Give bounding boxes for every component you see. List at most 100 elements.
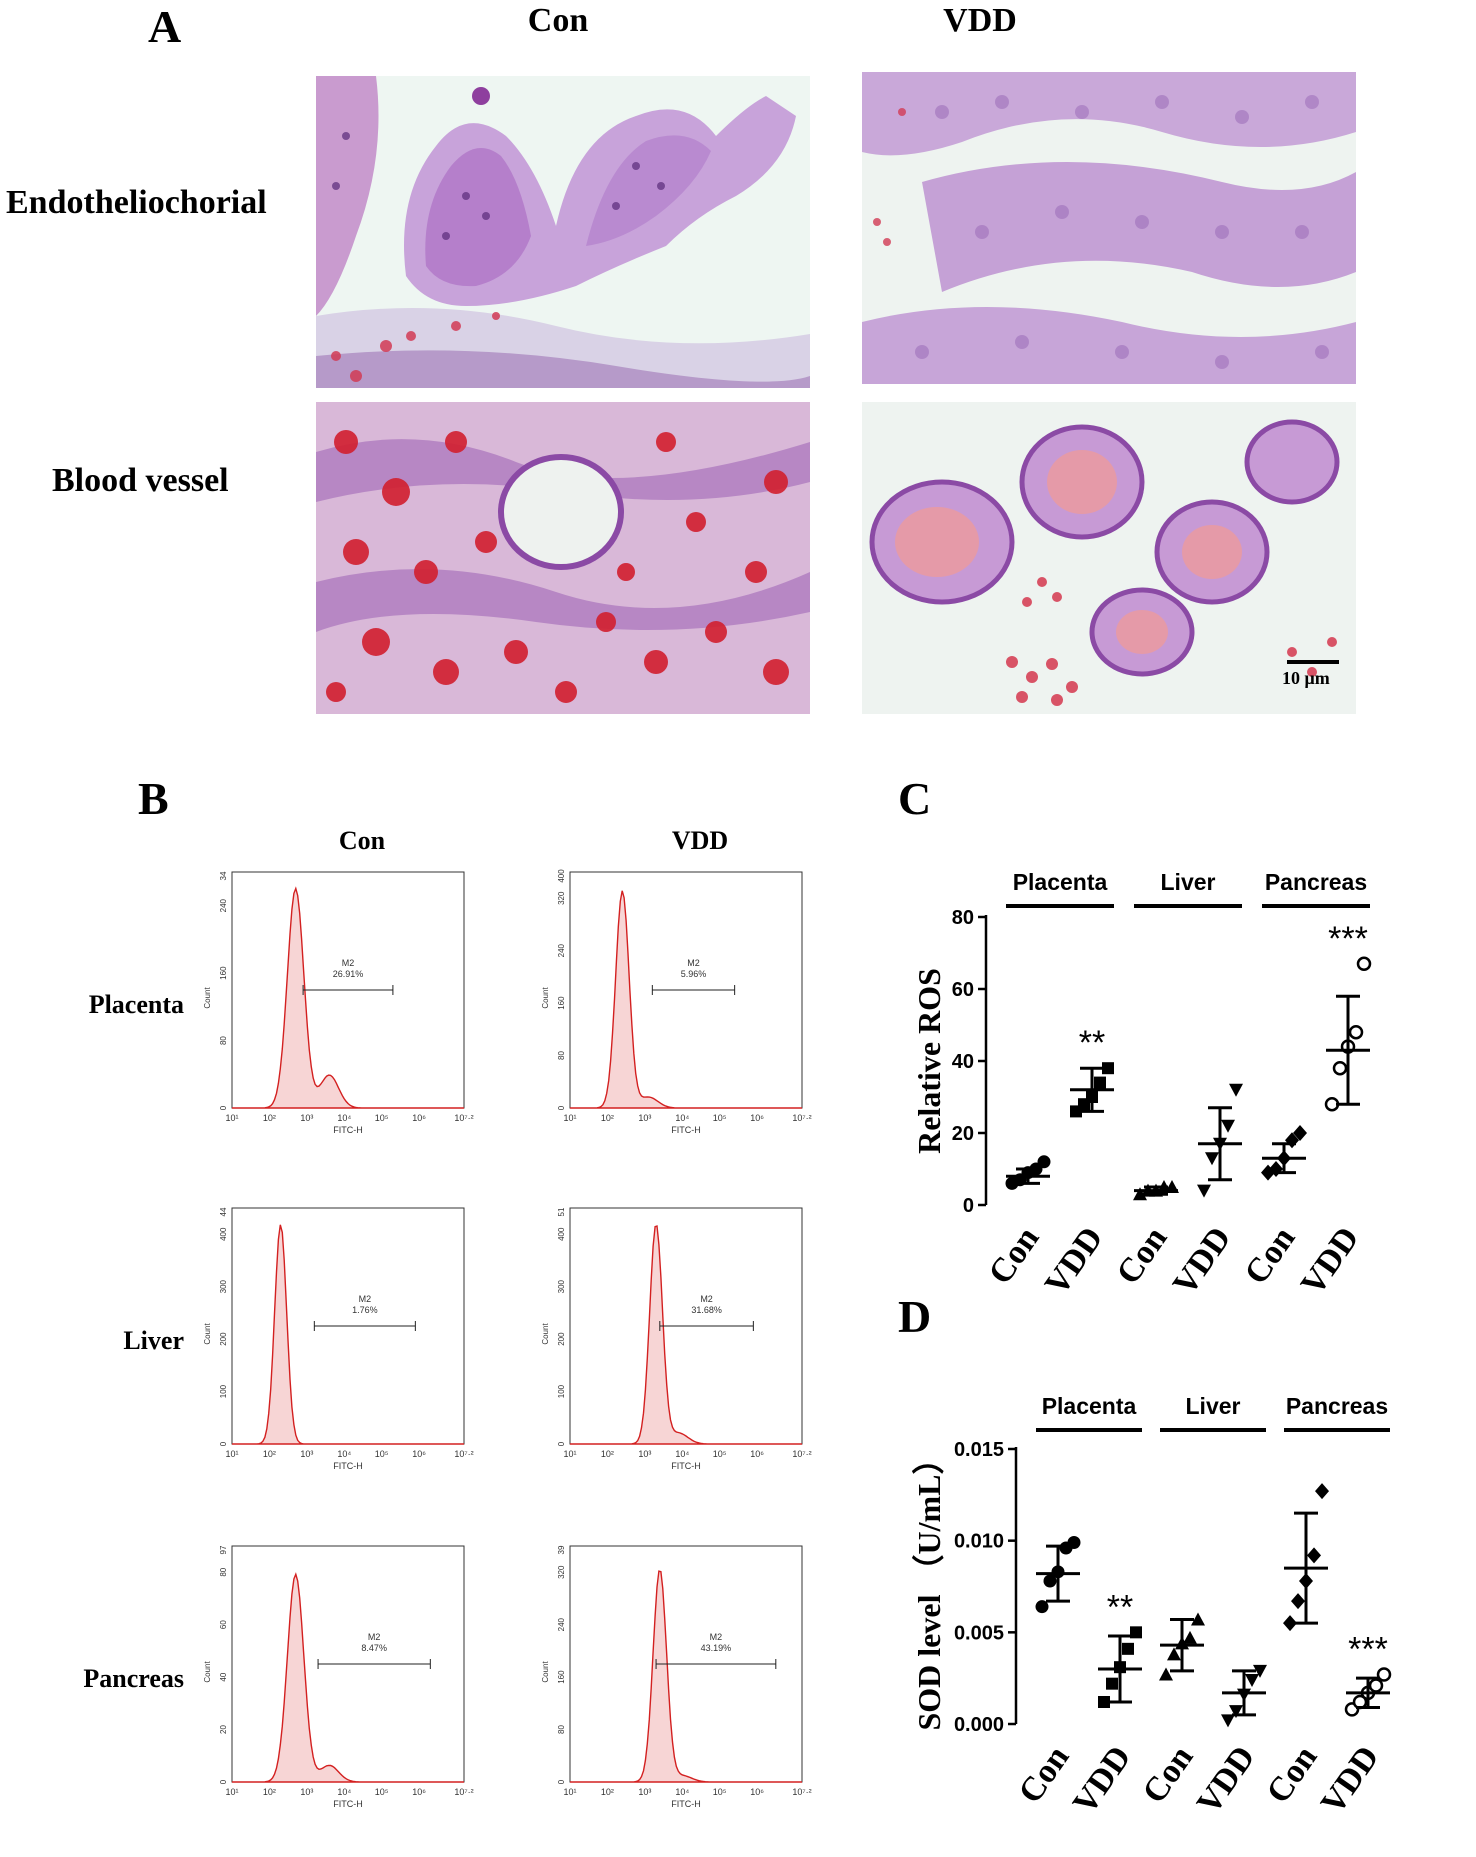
x-tick-label: 10⁴: [675, 1113, 689, 1123]
x-tick-label: 10⁴: [337, 1449, 351, 1459]
y-tick-label: 240: [557, 1617, 566, 1631]
y-tick-label: 80: [952, 907, 974, 929]
data-point: [1283, 1615, 1297, 1632]
data-point: [1159, 1667, 1173, 1681]
y-tick-label: 0.010: [954, 1531, 1004, 1553]
y-tick-label: 0: [219, 1779, 228, 1784]
gate-label: M2: [368, 1632, 381, 1642]
gate-percent: 1.76%: [352, 1305, 378, 1315]
chart-sod-level: 0.000 0.005 0.010 0.015 SOD level （U/mL） Plac…: [911, 1393, 1392, 1821]
x-tick-label: 10⁴: [337, 1787, 351, 1797]
y-tick-label: 0: [219, 1441, 228, 1446]
data-point: [1043, 1574, 1057, 1588]
significance-mark: ***: [1348, 1631, 1388, 1669]
panel-b-row-liver: Liver: [123, 1326, 184, 1355]
x-tick-label: 10⁵: [375, 1787, 389, 1797]
y-tick-label: 0: [557, 1441, 566, 1446]
y-axis-label: Count: [541, 987, 550, 1009]
y-max-label: 44: [219, 1207, 228, 1216]
y-tick-label: 0.000: [954, 1714, 1004, 1736]
panel-c-letter: C: [898, 773, 932, 824]
tissue-label-placenta: Placenta: [1042, 1393, 1137, 1419]
y-tick-label: 400: [557, 1227, 566, 1241]
x-tick-label: 10¹: [225, 1449, 238, 1459]
data-point: [1167, 1647, 1181, 1661]
histogram-curve: [232, 1572, 464, 1783]
significance-mark: ***: [1328, 920, 1368, 958]
y-tick-label: 100: [219, 1384, 228, 1398]
y-tick-label: 320: [557, 1565, 566, 1579]
data-point: [1094, 1076, 1106, 1089]
panel-b-letter: B: [138, 773, 169, 824]
histogram-pancreas-con: M28.47% 0 20 40 60 80 97 Count 10¹ 10² 10³ 10⁴ 10⁵ 10…: [203, 1545, 474, 1809]
y-tick-label: 0.015: [954, 1439, 1004, 1461]
x-tick-label: 10²: [263, 1787, 276, 1797]
data-point: [1261, 1164, 1275, 1181]
x-tick-label: 10⁵: [375, 1113, 389, 1123]
data-point: [1067, 1536, 1081, 1549]
y-axis-label: Count: [541, 1323, 550, 1345]
gate-percent: 26.91%: [333, 969, 364, 979]
x-tick-label: 10¹: [225, 1113, 238, 1123]
data-point: [1197, 1184, 1211, 1198]
x-axis-label: FITC-H: [333, 1799, 363, 1809]
panel-b-row-pancreas: Pancreas: [83, 1664, 184, 1693]
gate-label: M2: [342, 958, 355, 968]
y-axis-label: Count: [203, 1661, 212, 1683]
x-tick-label: 10⁶: [750, 1787, 764, 1797]
y-tick-label: 100: [557, 1384, 566, 1398]
panel-a-row-endotheliochorial: Endotheliochorial: [6, 184, 267, 221]
gate-label: M2: [359, 1294, 372, 1304]
x-tick-label: 10⁵: [713, 1449, 727, 1459]
y-tick-label: 240: [219, 898, 228, 912]
y-tick-label: 0: [557, 1105, 566, 1110]
histogram-placenta-vdd: M25.96% 0 80 160 240 320 400 Count 10¹ 10² 10³ 10⁴ 1…: [541, 869, 812, 1135]
data-point: [1229, 1705, 1243, 1719]
histogram-curve: [570, 1225, 802, 1445]
x-tick-label: 10²: [601, 1787, 614, 1797]
x-tick-label: 10¹: [563, 1449, 576, 1459]
y-axis-label: Count: [203, 987, 212, 1009]
histogram-liver-con: M21.76% 0 100 200 300 400 44 Count 10¹ 10² 10³ 10⁴ 1…: [203, 1207, 474, 1471]
micrograph-con-blood-vessel: [316, 402, 810, 714]
x-tick-label: 10³: [300, 1787, 313, 1797]
x-tick-label: 10²: [601, 1449, 614, 1459]
data-point: [1221, 1714, 1235, 1728]
data-point: [1122, 1642, 1134, 1655]
x-tick-label: 10²: [263, 1113, 276, 1123]
data-point: [1106, 1677, 1118, 1690]
y-tick-label: 160: [557, 1670, 566, 1684]
gate-label: M2: [700, 1294, 713, 1304]
data-point: [1368, 1678, 1384, 1693]
x-tick-label: 10³: [638, 1787, 651, 1797]
gate-label: M2: [710, 1632, 723, 1642]
x-tick-label: 10⁶: [750, 1113, 764, 1123]
data-point: [1245, 1674, 1259, 1687]
x-tick-label: 10⁷·²: [454, 1113, 473, 1123]
gate-percent: 5.96%: [681, 969, 707, 979]
tissue-label-pancreas: Pancreas: [1265, 869, 1367, 895]
x-tick-label: 10⁷·²: [454, 1787, 473, 1797]
y-tick-label: 160: [557, 996, 566, 1010]
tissue-label-pancreas: Pancreas: [1286, 1393, 1388, 1419]
y-axis-label: SOD level （U/mL）: [911, 1443, 947, 1731]
data-point: [1133, 1187, 1147, 1201]
x-axis-label: FITC-H: [671, 1461, 701, 1471]
x-tick-label: 10²: [263, 1449, 276, 1459]
x-axis-label: FITC-H: [671, 1125, 701, 1135]
data-point: [1098, 1696, 1110, 1708]
y-tick-label: 160: [219, 966, 228, 980]
y-tick-label: 200: [219, 1332, 228, 1346]
data-point: [1205, 1152, 1219, 1166]
data-point: [1229, 1083, 1243, 1097]
y-max-label: 400: [557, 869, 566, 883]
x-axis-label: FITC-H: [333, 1461, 363, 1471]
x-tick-label: 10³: [300, 1449, 313, 1459]
y-max-label: 39: [557, 1545, 566, 1554]
data-point: [1191, 1612, 1205, 1626]
y-axis-label: Count: [541, 1661, 550, 1683]
gate-percent: 31.68%: [691, 1305, 722, 1315]
data-point: [1035, 1600, 1049, 1614]
category-label: Con: [1238, 1220, 1303, 1291]
